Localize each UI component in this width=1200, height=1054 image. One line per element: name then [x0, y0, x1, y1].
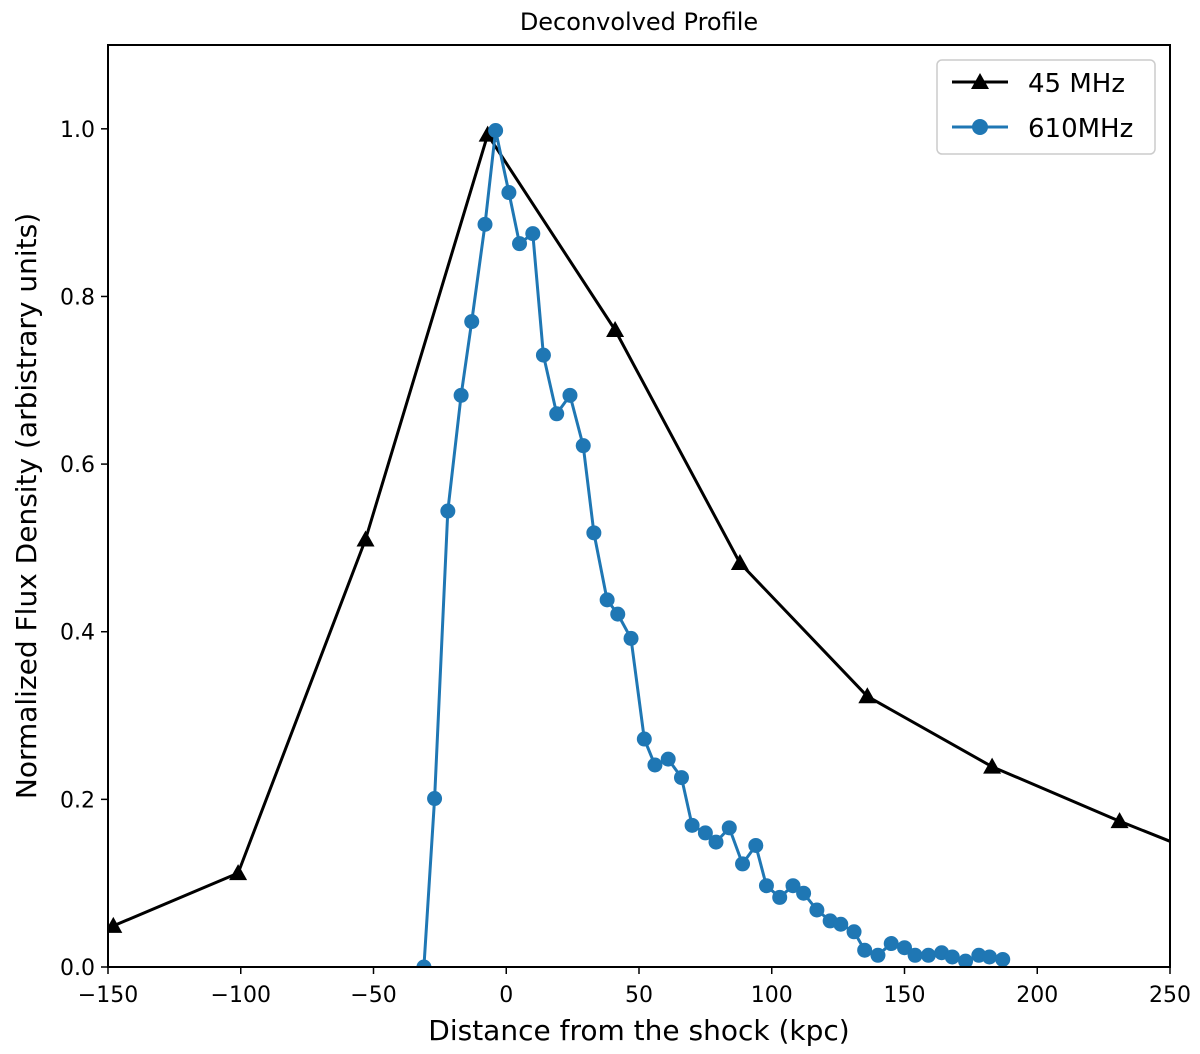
x-tick-label: 50: [625, 983, 653, 1008]
point-610mhz: [857, 942, 873, 958]
point-610mhz: [870, 947, 886, 963]
point-45mhz: [1110, 812, 1129, 829]
x-tick-label: 200: [1016, 983, 1058, 1008]
point-610mhz: [897, 940, 912, 956]
point-610mhz: [708, 834, 724, 850]
point-610mhz: [586, 525, 602, 541]
point-45mhz: [983, 757, 1002, 774]
point-610mhz: [846, 924, 862, 940]
point-610mhz: [610, 606, 626, 622]
point-610mhz: [758, 878, 774, 894]
x-tick-label: −100: [211, 983, 271, 1008]
point-610mhz: [958, 953, 974, 967]
y-tick-label: 0.2: [60, 788, 95, 813]
point-610mhz: [785, 878, 801, 894]
y-axis-label: Normalized Flux Density (arbistrary unit…: [10, 213, 43, 799]
point-610mhz: [647, 757, 663, 773]
y-tick-label: 0.8: [60, 285, 95, 310]
point-610mhz: [440, 503, 456, 519]
point-610mhz: [796, 885, 812, 901]
point-610mhz: [623, 630, 639, 646]
point-610mhz: [995, 951, 1011, 967]
x-tick-label: 150: [884, 983, 926, 1008]
series-line-45mhz: [112, 133, 1170, 928]
y-tick-label: 0.4: [60, 621, 95, 646]
plot-area: [108, 122, 1170, 967]
point-610mhz: [549, 406, 565, 422]
y-tick-label: 0.6: [60, 453, 95, 478]
point-610mhz: [477, 216, 493, 232]
point-610mhz: [636, 731, 652, 747]
x-axis-ticks: −150 −100 −50 0 50 100 150 200 250: [78, 967, 1191, 1008]
x-axis-label: Distance from the shock (kpc): [428, 1014, 849, 1047]
legend-label-45mhz: 45 MHz: [1028, 69, 1125, 99]
point-610mhz: [673, 770, 689, 786]
point-610mhz: [599, 592, 615, 608]
plot-series-group: [108, 122, 1170, 967]
legend: 45 MHz 610MHz: [936, 59, 1156, 155]
point-610mhz: [525, 226, 541, 242]
point-610mhz: [735, 856, 751, 872]
point-610mhz: [660, 751, 676, 767]
chart-title: Deconvolved Profile: [520, 8, 758, 36]
point-610mhz: [416, 959, 432, 967]
legend-marker-45mhz: [971, 73, 989, 89]
point-45mhz: [356, 530, 375, 547]
point-610mhz: [501, 185, 517, 201]
y-tick-label: 1.0: [60, 118, 95, 143]
x-tick-label: −50: [350, 983, 396, 1008]
y-tick-label: 0.0: [60, 956, 95, 981]
legend-label-610mhz: 610MHz: [1028, 114, 1133, 144]
point-610mhz: [427, 791, 443, 807]
point-610mhz: [981, 949, 997, 965]
point-610mhz: [920, 947, 936, 963]
point-610mhz: [772, 889, 788, 905]
plot-frame: [107, 44, 1171, 968]
legend-marker-610mhz: [972, 119, 988, 135]
point-610mhz: [488, 122, 504, 138]
point-610mhz: [535, 347, 551, 363]
x-tick-label: 100: [751, 983, 793, 1008]
y-axis-ticks: 0.0 0.2 0.4 0.6 0.8 1.0: [60, 118, 108, 981]
point-610mhz: [809, 902, 825, 918]
point-45mhz: [730, 553, 749, 570]
point-610mhz: [697, 825, 713, 841]
x-tick-label: 0: [499, 983, 513, 1008]
point-610mhz: [512, 236, 528, 252]
point-610mhz: [721, 820, 737, 836]
point-610mhz: [833, 916, 849, 932]
x-tick-label: −150: [78, 983, 138, 1008]
point-45mhz: [478, 125, 497, 142]
x-tick-label: 250: [1149, 983, 1191, 1008]
point-45mhz: [108, 916, 123, 933]
point-610mhz: [748, 837, 764, 853]
point-45mhz: [858, 687, 877, 704]
point-610mhz: [944, 949, 960, 965]
point-610mhz: [883, 936, 899, 952]
point-610mhz: [684, 817, 700, 833]
point-610mhz: [562, 387, 578, 403]
point-610mhz: [575, 438, 591, 454]
point-45mhz: [229, 864, 248, 881]
point-610mhz: [453, 387, 469, 403]
point-610mhz: [907, 947, 923, 963]
point-45mhz: [606, 320, 625, 337]
point-610mhz: [464, 314, 480, 330]
